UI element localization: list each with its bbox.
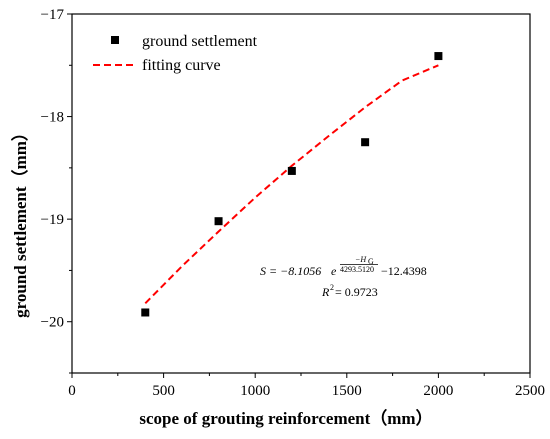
data-point — [361, 138, 370, 147]
r-squared-value: = 0.9723 — [335, 285, 378, 299]
fit-equation: S = −8.1056 e −H G 4293.5120 −12.4398 R … — [260, 255, 427, 299]
fitting-curve — [144, 64, 439, 305]
equation-base: e — [331, 264, 337, 278]
plot-frame — [71, 13, 531, 374]
r-squared-power: 2 — [330, 283, 334, 292]
fitting-curve-layer — [144, 64, 439, 305]
equation-exp-numerator: −H — [355, 255, 367, 264]
r-squared-symbol: R — [321, 285, 330, 299]
x-tick-label: 500 — [152, 383, 175, 399]
data-point — [214, 217, 223, 226]
data-point — [141, 308, 150, 317]
x-tick-label: 1000 — [240, 383, 270, 399]
x-tick-label: 2500 — [515, 383, 545, 399]
y-axis-title: ground settlement（mm） — [10, 124, 30, 318]
x-axis: 0 500 1000 1500 2000 2500 — [68, 373, 545, 399]
legend-label-ground-settlement: ground settlement — [142, 33, 258, 50]
equation-lhs: S = −8.1056 — [260, 264, 321, 278]
data-point — [434, 52, 443, 61]
x-tick-label: 0 — [68, 383, 76, 399]
y-tick-label: −20 — [41, 315, 64, 331]
y-tick-label: −18 — [41, 110, 64, 126]
y-axis: −20 −19 −18 −17 — [41, 7, 72, 374]
equation-exp-denominator: 4293.5120 — [340, 265, 374, 274]
x-tick-label: 1500 — [332, 383, 362, 399]
legend: ground settlement fitting curve — [93, 33, 258, 74]
axes-frame — [71, 13, 531, 374]
data-point — [287, 166, 296, 175]
equation-rhs: −12.4398 — [381, 264, 427, 278]
legend-marker-ground-settlement — [111, 36, 119, 44]
legend-label-fitting-curve: fitting curve — [142, 57, 221, 74]
equation-exp-numerator-sub: G — [368, 257, 374, 266]
data-points-layer — [141, 52, 443, 317]
x-tick-label: 2000 — [423, 383, 453, 399]
x-axis-title: scope of grouting reinforcement（mm） — [139, 408, 432, 428]
y-tick-label: −19 — [41, 212, 64, 228]
y-tick-label: −17 — [41, 7, 65, 23]
